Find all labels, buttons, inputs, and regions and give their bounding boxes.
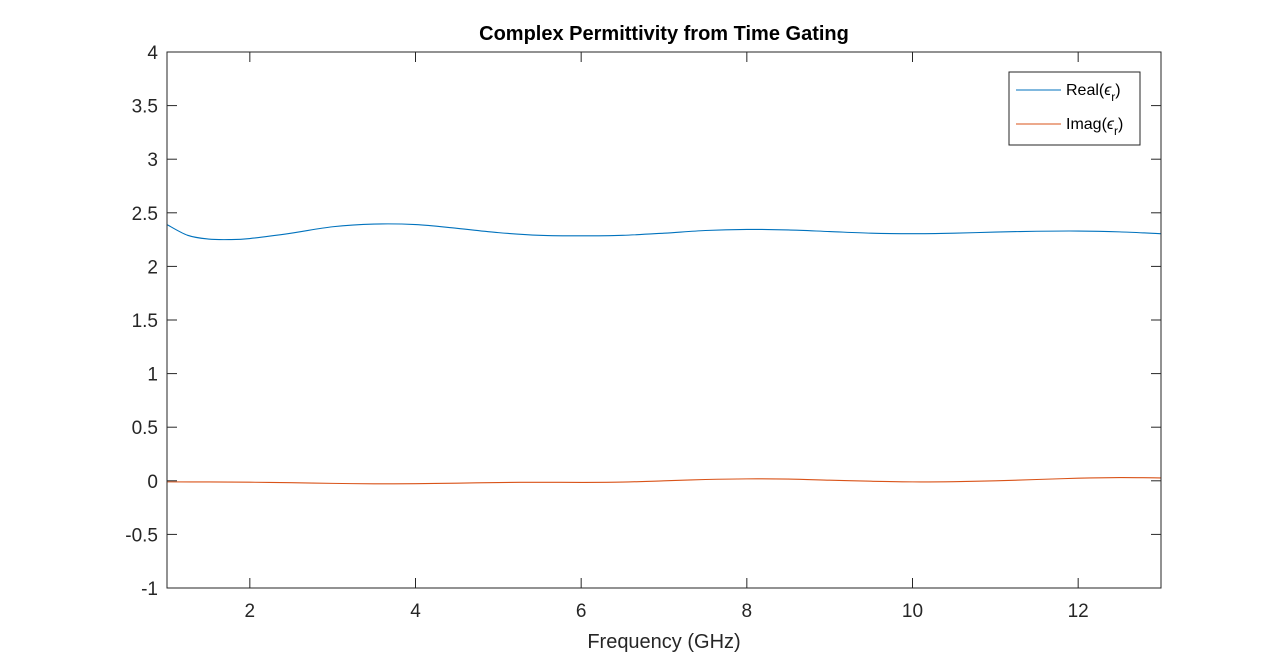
y-tick-label: 4 xyxy=(147,43,158,64)
y-tick-label: 1.5 xyxy=(132,311,158,332)
series-line-real xyxy=(166,223,1162,241)
legend-box xyxy=(1008,71,1141,146)
x-tick-label: 6 xyxy=(576,601,587,622)
plot-area xyxy=(167,52,1161,588)
legend-label-real: Real(ϵr) xyxy=(1066,82,1121,104)
y-tick-label: 1 xyxy=(147,365,158,386)
x-axis-label: Frequency (GHz) xyxy=(587,631,740,653)
legend: Real(ϵr) Imag(ϵr) xyxy=(1008,71,1141,146)
legend-label-imag: Imag(ϵr) xyxy=(1066,116,1123,138)
x-tick-label: 4 xyxy=(410,601,421,622)
x-tick-label: 8 xyxy=(742,601,753,622)
y-tick-label: 2.5 xyxy=(132,204,158,225)
x-tick-label: 2 xyxy=(245,601,256,622)
axes-box xyxy=(166,51,1162,589)
x-tick-label: 10 xyxy=(902,601,923,622)
x-tick-label: 12 xyxy=(1068,601,1089,622)
y-tick-label: -0.5 xyxy=(125,525,158,546)
chart-title: Complex Permittivity from Time Gating xyxy=(479,23,849,45)
series-layer xyxy=(166,223,1162,485)
y-tick-label: -1 xyxy=(141,579,158,600)
y-tick-label: 0.5 xyxy=(132,418,158,439)
y-tick-label: 2 xyxy=(147,257,158,278)
series-line-imag xyxy=(166,477,1162,485)
y-tick-label: 0 xyxy=(147,472,158,493)
legend-entries: Real(ϵr) Imag(ϵr) xyxy=(1016,82,1123,138)
y-tick-label: 3 xyxy=(147,150,158,171)
y-tick-label: 3.5 xyxy=(132,97,158,118)
